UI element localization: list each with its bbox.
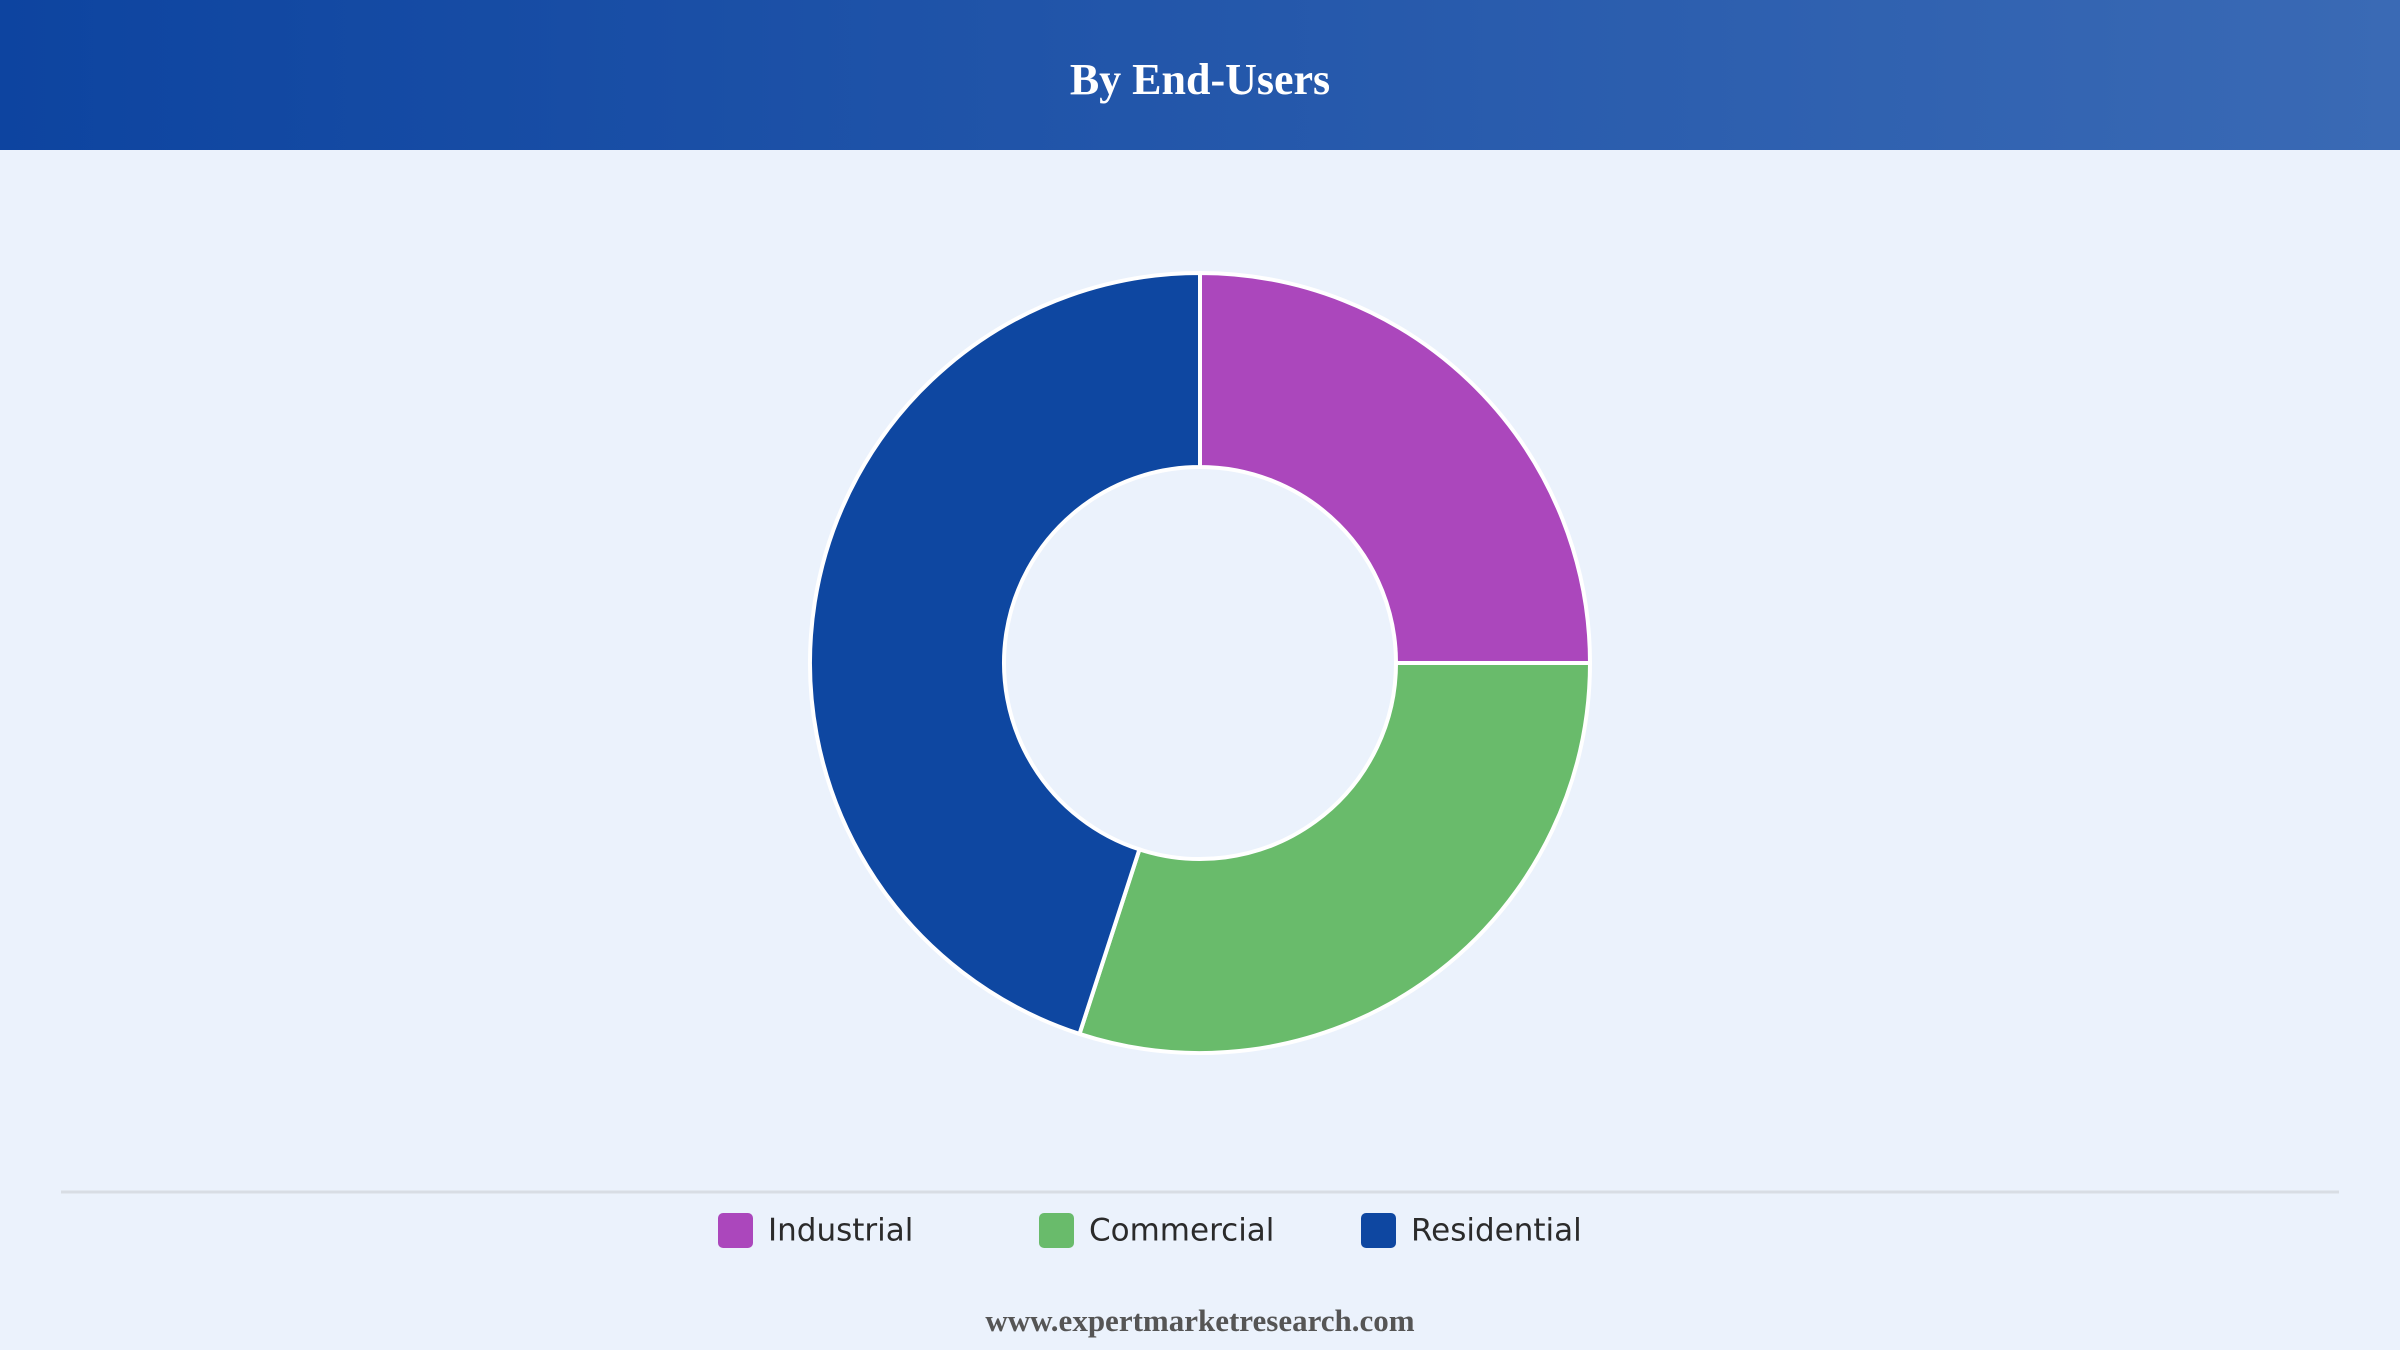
- donut: [808, 270, 1593, 1055]
- legend-label[interactable]: Commercial: [1089, 1213, 1274, 1249]
- legend-swatch[interactable]: [1039, 1213, 1074, 1248]
- legend-label[interactable]: Industrial: [768, 1213, 913, 1249]
- legend: Industrial Commercial Residential: [718, 1213, 1582, 1249]
- donut-slice: [808, 270, 1202, 1037]
- legend-label[interactable]: Residential: [1411, 1213, 1582, 1249]
- source: www.expertmarketresearch.com: [985, 1303, 1414, 1338]
- chart-title: By End-Users: [1070, 55, 1330, 104]
- legend-swatch[interactable]: [718, 1213, 753, 1248]
- donut-slice: [1198, 270, 1593, 665]
- legend-swatch[interactable]: [1361, 1213, 1396, 1248]
- donut-slice: [1076, 661, 1593, 1055]
- header: [0, 0, 2400, 150]
